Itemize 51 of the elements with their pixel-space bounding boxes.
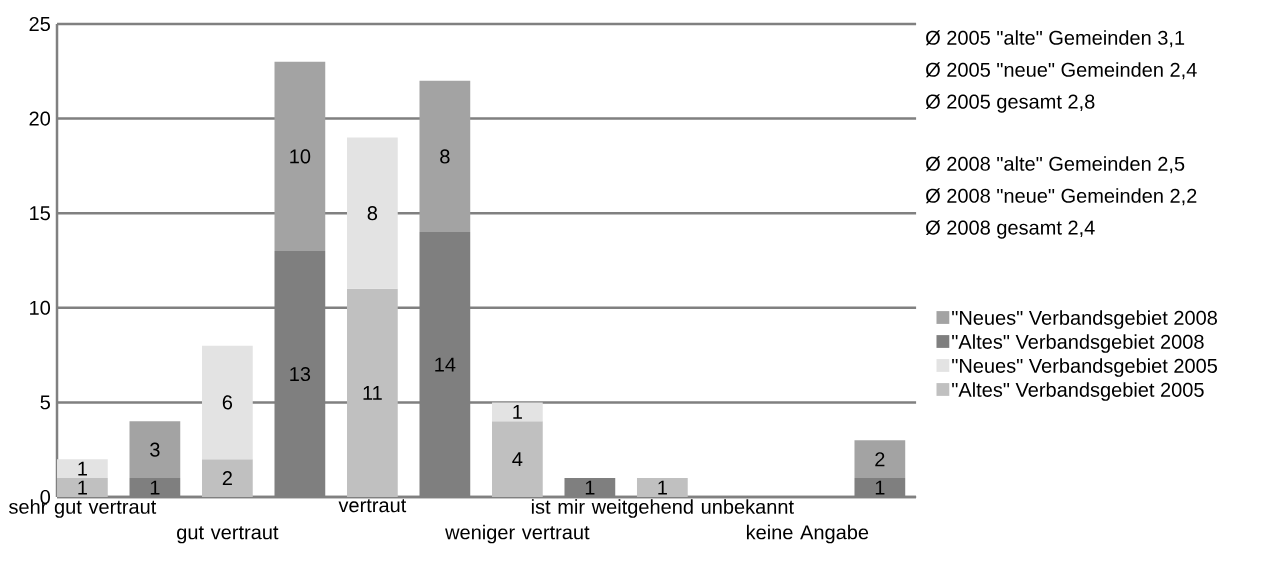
x-tick-label: vertraut [338,499,407,513]
data-label: 3 [150,442,160,457]
data-label: 4 [512,452,523,467]
bar [202,345,253,460]
bar [202,459,253,497]
bar [419,80,471,233]
data-label: 1 [78,480,87,495]
data-label: 8 [440,149,450,164]
data-label: 1 [513,404,522,419]
text: Ø 2005 gesamt 2,8 [925,94,1095,113]
data-label: 6 [222,395,233,410]
x-tick-label: weniger vertraut [445,524,590,544]
legend-label: "Neues" Verbandsgebiet 2008 [952,310,1217,329]
legend-label: "Neues" Verbandsgebiet 2005 [952,358,1218,377]
data-label: 2 [222,471,232,486]
data-label: 1 [658,480,667,495]
text: Ø 2008 "neue" Gemeinden 2,2 [925,188,1197,206]
legend-label: "Altes" Verbandsgebiet 2008 [952,334,1204,353]
y-tick-label: 25 [29,16,50,32]
x-tick-label: gut vertraut [177,526,279,544]
text: Ø 2008 "alte" Gemeinden 2,5 [925,156,1185,174]
bar [636,478,688,497]
y-tick-label: 15 [30,206,50,221]
data-label: 13 [290,366,311,382]
y-tick-label: 5 [40,395,50,410]
bar [491,402,543,422]
data-label: 11 [363,386,382,400]
x-tick-label: keine Angabe [746,524,869,544]
data-label: 1 [875,480,885,495]
y-tick-label: 10 [30,300,51,315]
data-label: 2 [875,452,885,467]
text: Ø 2005 "alte" Gemeinden 3,1 [925,30,1185,48]
bar [854,440,906,479]
data-label: 14 [435,357,456,372]
bar [57,478,108,497]
data-label: 1 [78,461,87,476]
bar [129,421,181,479]
legend-label: "Altes" Verbandsgebiet 2005 [952,382,1204,401]
bar [274,61,326,252]
bar [347,288,398,497]
y-tick-label: 20 [29,111,51,126]
data-label: 8 [367,206,378,221]
text: Ø 2005 "neue" Gemeinden 2,4 [925,62,1197,80]
bar [491,421,543,497]
x-tick-label: ist mir weitgehend unbekannt [531,499,794,518]
bar [57,459,108,479]
bar [347,137,398,289]
data-label: 1 [150,480,160,495]
data-label: 10 [290,149,311,164]
text: Ø 2008 gesamt 2,4 [925,220,1095,239]
data-label: 1 [585,480,595,495]
